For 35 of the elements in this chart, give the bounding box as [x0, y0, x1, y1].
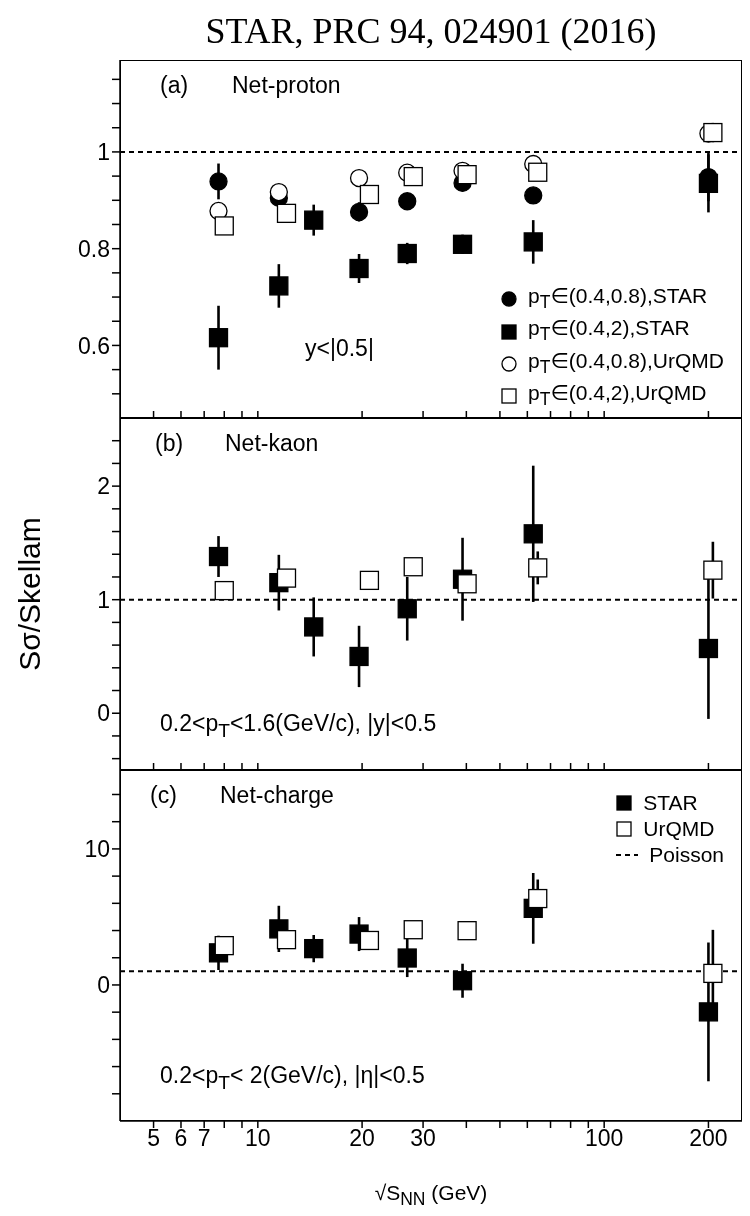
chart-title: STAR, PRC 94, 024901 (2016) [205, 10, 657, 52]
annotation: (a) [160, 72, 189, 99]
annotation: (b) [155, 430, 184, 457]
x-tick-label: 30 [410, 1125, 436, 1152]
legend-label: Poisson [649, 842, 724, 868]
y-axis-title: Sσ/Skellam [13, 517, 47, 671]
y-tick-label: 1 [97, 586, 110, 613]
x-tick-label: 6 [174, 1125, 188, 1152]
annotation: 0.2<p$_{T}$<1.6(GeV/c), |y|<0.5 [160, 710, 437, 742]
legend-label: p$_{T}$∈(0.4,0.8),STAR [528, 283, 708, 315]
x-tick-label: 10 [245, 1125, 271, 1152]
legend-label: STAR [643, 790, 698, 816]
annotation: y<|0.5| [305, 335, 374, 362]
legend-label: p$_{T}$∈(0.4,2),STAR [528, 315, 690, 347]
x-tick-label: 20 [349, 1125, 375, 1152]
annotation: 0.2<p$_{T}$< 2(GeV/c), |η|<0.5 [160, 1062, 425, 1094]
y-tick-label: 10 [84, 836, 110, 863]
y-tick-label: 2 [97, 473, 110, 500]
annotation: Net-kaon [225, 430, 319, 457]
x-axis-title: √S$_{NN}$ (GeV) [374, 1181, 488, 1211]
x-tick-label: 100 [584, 1125, 624, 1152]
legend-label: p$_{T}$∈(0.4,0.8),UrQMD [528, 347, 724, 379]
y-tick-label: 0 [97, 700, 110, 727]
annotation: Net-charge [220, 782, 334, 809]
legend-label: p$_{T}$∈(0.4,2),UrQMD [528, 379, 707, 411]
x-tick-label: 7 [197, 1125, 211, 1152]
y-tick-label: 0.6 [78, 332, 110, 359]
y-tick-label: 1 [97, 139, 110, 166]
x-tick-label: 5 [147, 1125, 160, 1152]
x-tick-label: 200 [689, 1125, 728, 1152]
legend-label: UrQMD [643, 816, 715, 842]
y-tick-label: 0 [97, 972, 110, 999]
y-tick-label: 0.8 [78, 235, 110, 262]
annotation: (c) [150, 782, 177, 809]
annotation: Net-proton [232, 72, 341, 99]
